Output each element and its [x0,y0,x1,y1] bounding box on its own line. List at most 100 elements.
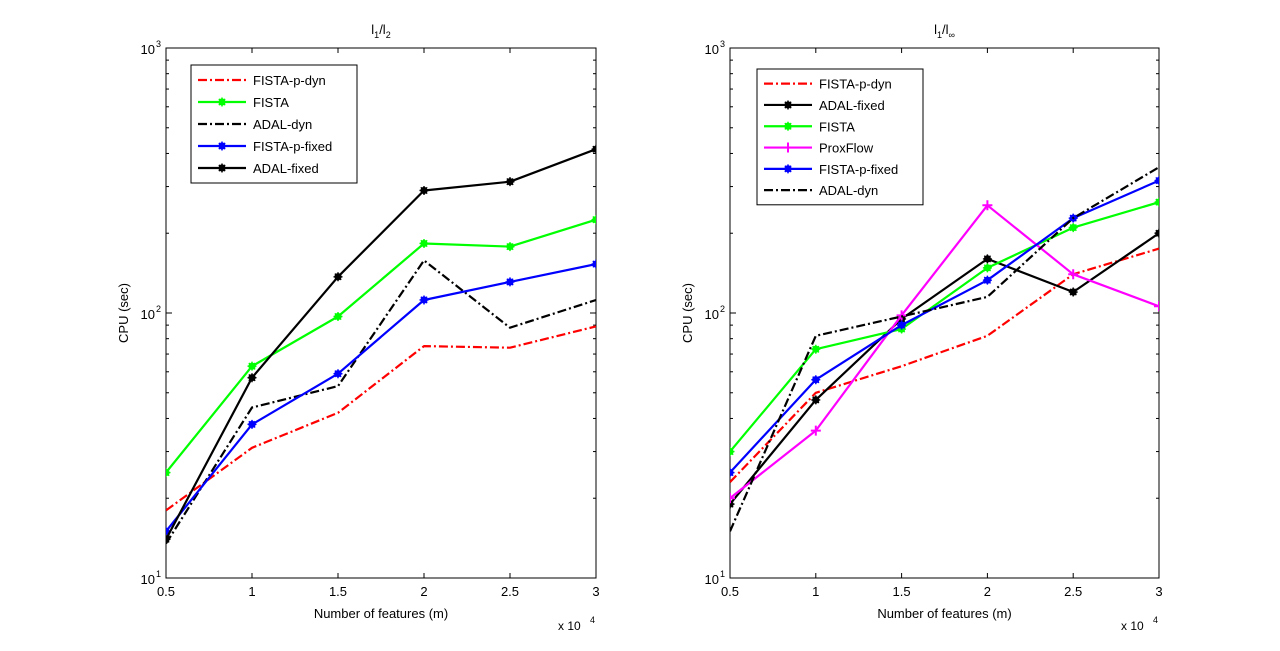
legend-marker [217,97,227,107]
x-tick-label: 1 [812,584,819,599]
data-point-proxflow [1154,301,1159,312]
legend-entry-fista-p-fixed: FISTA-p-fixed [764,162,898,177]
legend: FISTA-p-dyn ADAL-fixed FISTA ProxFlow FISTA-… [756,68,924,206]
x-tick-label: 0.5 [721,584,739,599]
legend-marker [783,100,793,110]
legend: FISTA-p-dyn FISTA ADAL-dyn FISTA-p-fixed ADA… [190,64,358,184]
data-point-fista [591,215,596,225]
legend-label: FISTA-p-fixed [819,162,898,177]
svg-text:10: 10 [141,307,155,322]
data-point-fista [247,361,257,371]
y-tick-label: 10 3 [141,39,161,57]
series-line-adal-dyn [730,166,1159,532]
series-line-fista-p-dyn [166,325,596,512]
data-point-fista-p-fixed [419,295,429,305]
svg-text:4: 4 [1153,615,1158,625]
legend-entry-adal-dyn: ADAL-dyn [198,117,312,132]
data-point-adal-fixed [333,272,343,282]
series-line-adal-dyn [166,259,596,545]
data-point-fista-p-fixed [1154,176,1159,186]
x-multiplier: x 10 4 [558,615,595,633]
series-line-fista-p-dyn [730,247,1159,483]
svg-text:2: 2 [156,304,161,314]
data-point-fista-p-fixed [982,275,992,285]
data-point-fista [419,238,429,248]
legend-label: ADAL-fixed [819,98,885,113]
legend-entry-adal-fixed: ADAL-fixed [198,161,319,176]
data-point-fista-p-fixed [897,320,907,330]
y-tick-label: 10 2 [705,304,725,322]
x-tick-label: 1.5 [329,584,347,599]
data-point-adal-fixed [982,254,992,264]
x-axis-label: Number of features (m) [314,606,448,621]
y-axis-label: CPU (sec) [116,283,131,343]
legend-entry-fista-p-dyn: FISTA-p-dyn [198,73,326,88]
legend-entry-adal-dyn: ADAL-dyn [764,183,878,198]
x-multiplier: x 10 4 [1121,615,1158,633]
data-point-adal-fixed [1154,228,1159,238]
svg-text:10: 10 [705,42,719,57]
svg-text:3: 3 [720,39,725,49]
data-point-fista-p-fixed [333,369,343,379]
series-group [166,144,596,545]
legend-label: FISTA-p-dyn [253,73,326,88]
data-point-adal-fixed [811,395,821,405]
svg-text:2: 2 [720,304,725,314]
legend-label: ADAL-dyn [819,183,878,198]
series-line-proxflow [730,204,1159,500]
legend-entry-fista: FISTA [764,119,855,134]
y-tick-label: 10 3 [705,39,725,57]
data-point-fista-p-fixed [730,468,735,478]
data-point-fista-p-fixed [505,277,515,287]
x-tick-label: 2.5 [1064,584,1082,599]
x-tick-label: 2 [984,584,991,599]
data-point-fista-p-fixed [811,375,821,385]
legend-label: FISTA-p-dyn [819,77,892,92]
legend-marker [783,142,793,153]
svg-text:10: 10 [141,42,155,57]
x-axis-label: Number of features (m) [877,606,1011,621]
legend-entry-adal-fixed: ADAL-fixed [764,98,885,113]
chart-title: l1/l2 [371,22,390,40]
legend-entry-proxflow: ProxFlow [764,141,874,156]
legend-label: FISTA-p-fixed [253,139,332,154]
data-point-proxflow [810,425,821,436]
legend-label: ProxFlow [819,141,874,156]
svg-text:x 10: x 10 [558,619,581,633]
svg-text:10: 10 [705,307,719,322]
data-point-fista [1154,197,1159,207]
data-point-adal-fixed [591,144,596,154]
svg-text:x 10: x 10 [1121,619,1144,633]
legend-label: FISTA [253,95,289,110]
x-tick-label: 1 [248,584,255,599]
svg-text:10: 10 [141,572,155,587]
data-point-adal-fixed [166,534,171,544]
x-tick-label: 1.5 [893,584,911,599]
data-point-adal-fixed [505,177,515,187]
data-point-adal-fixed [1068,287,1078,297]
data-point-proxflow [896,310,907,321]
data-point-proxflow [1068,269,1079,280]
data-point-fista-p-fixed [591,259,596,269]
svg-text:3: 3 [156,39,161,49]
svg-text:4: 4 [590,615,595,625]
series-line-adal-fixed [730,232,1159,505]
series-line-adal-fixed [166,148,596,540]
legend-entry-fista: FISTA [198,95,289,110]
data-point-fista-p-fixed [247,419,257,429]
y-tick-label: 10 2 [141,304,161,322]
x-tick-label: 2.5 [501,584,519,599]
legend-label: ADAL-fixed [253,161,319,176]
chart-title: l1/l∞ [934,22,955,40]
legend-entry-fista-p-fixed: FISTA-p-fixed [198,139,332,154]
legend-marker [783,164,793,174]
data-point-adal-fixed [247,373,257,383]
x-tick-label: 3 [1155,584,1162,599]
legend-marker [217,163,227,173]
data-point-fista [811,344,821,354]
data-point-adal-fixed [419,185,429,195]
series-line-fista-p-fixed [166,263,596,532]
data-point-proxflow [982,200,993,211]
